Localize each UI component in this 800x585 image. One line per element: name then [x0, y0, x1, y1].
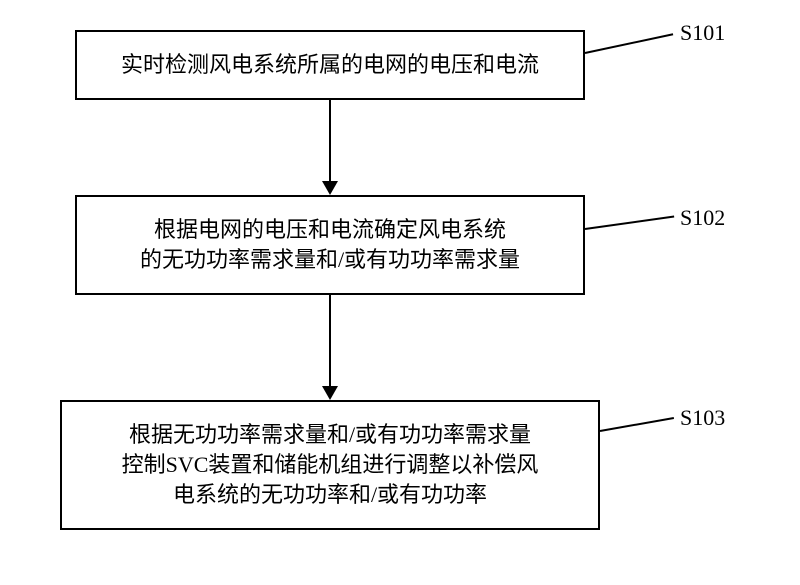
flow-label-s102: S102: [680, 205, 725, 231]
flow-node-s102: 根据电网的电压和电流确定风电系统 的无功功率需求量和/或有功功率需求量: [75, 195, 585, 295]
flow-node-text: 实时检测风电系统所属的电网的电压和电流: [121, 50, 539, 80]
flow-node-text: 根据无功功率需求量和/或有功功率需求量 控制SVC装置和储能机组进行调整以补偿风…: [122, 420, 539, 509]
leader-line: [585, 33, 673, 54]
flow-arrow-head: [322, 181, 338, 195]
flow-arrow: [329, 295, 331, 386]
flow-node-text: 根据电网的电压和电流确定风电系统 的无功功率需求量和/或有功功率需求量: [140, 215, 520, 274]
flow-node-s101: 实时检测风电系统所属的电网的电压和电流: [75, 30, 585, 100]
flow-arrow: [329, 100, 331, 181]
flow-label-s101: S101: [680, 20, 725, 46]
leader-line: [600, 417, 674, 432]
flow-label-s103: S103: [680, 405, 725, 431]
flow-arrow-head: [322, 386, 338, 400]
flowchart-container: 实时检测风电系统所属的电网的电压和电流 S101 根据电网的电压和电流确定风电系…: [0, 0, 800, 585]
flow-node-s103: 根据无功功率需求量和/或有功功率需求量 控制SVC装置和储能机组进行调整以补偿风…: [60, 400, 600, 530]
leader-line: [585, 215, 674, 230]
